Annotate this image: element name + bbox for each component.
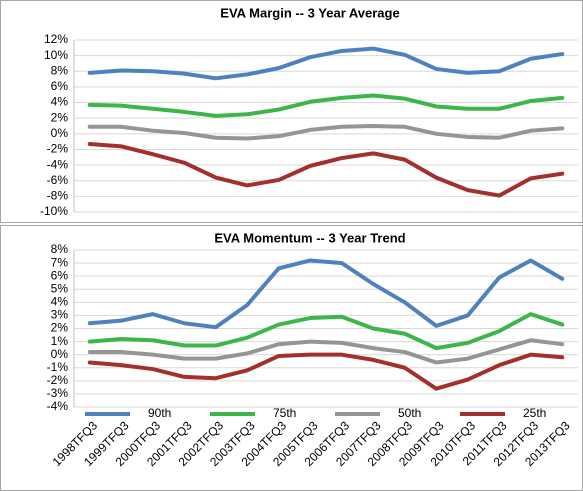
y-tick-label: 12% (44, 32, 68, 46)
y-tick-label: 0% (51, 347, 69, 361)
y-tick-label: 2% (51, 321, 69, 335)
y-tick-label: 8% (51, 63, 69, 77)
legend-label: 75th (273, 406, 296, 420)
data-line (87, 124, 565, 141)
y-tick-label: -1% (47, 360, 69, 374)
y-tick-label: 1% (51, 334, 69, 348)
chart-title: EVA Momentum -- 3 Year Trend (214, 230, 405, 245)
y-tick-label: -2% (47, 142, 69, 156)
y-tick-label: 3% (51, 308, 69, 322)
data-line (87, 258, 565, 330)
y-tick-label: 6% (51, 268, 69, 282)
data-line (87, 312, 565, 351)
y-tick-label: 6% (51, 79, 69, 93)
y-tick-label: -4% (47, 399, 69, 413)
y-tick-label: 4% (51, 295, 69, 309)
chart-frame (0, 225, 583, 491)
y-tick-label: -2% (47, 373, 69, 387)
data-line (87, 141, 565, 198)
y-tick-label: 8% (51, 242, 69, 256)
data-line (87, 338, 565, 365)
y-tick-label: -3% (47, 386, 69, 400)
y-tick-label: -6% (47, 173, 69, 187)
chart-title: EVA Margin -- 3 Year Average (220, 5, 399, 20)
y-tick-label: 5% (51, 281, 69, 295)
y-tick-label: 7% (51, 255, 69, 269)
legend-label: 25th (523, 406, 546, 420)
y-tick-label: 4% (51, 95, 69, 109)
legend-label: 90th (148, 406, 171, 420)
y-tick-label: 0% (51, 126, 69, 140)
y-tick-label: -4% (47, 157, 69, 171)
y-tick-label: 2% (51, 110, 69, 124)
data-line (87, 93, 565, 118)
legend-label: 50th (398, 406, 421, 420)
data-line (87, 46, 565, 81)
y-tick-label: -10% (40, 204, 68, 218)
chart-frame (0, 0, 583, 223)
data-line (87, 352, 565, 391)
y-tick-label: 10% (44, 48, 68, 62)
y-tick-label: -8% (47, 189, 69, 203)
